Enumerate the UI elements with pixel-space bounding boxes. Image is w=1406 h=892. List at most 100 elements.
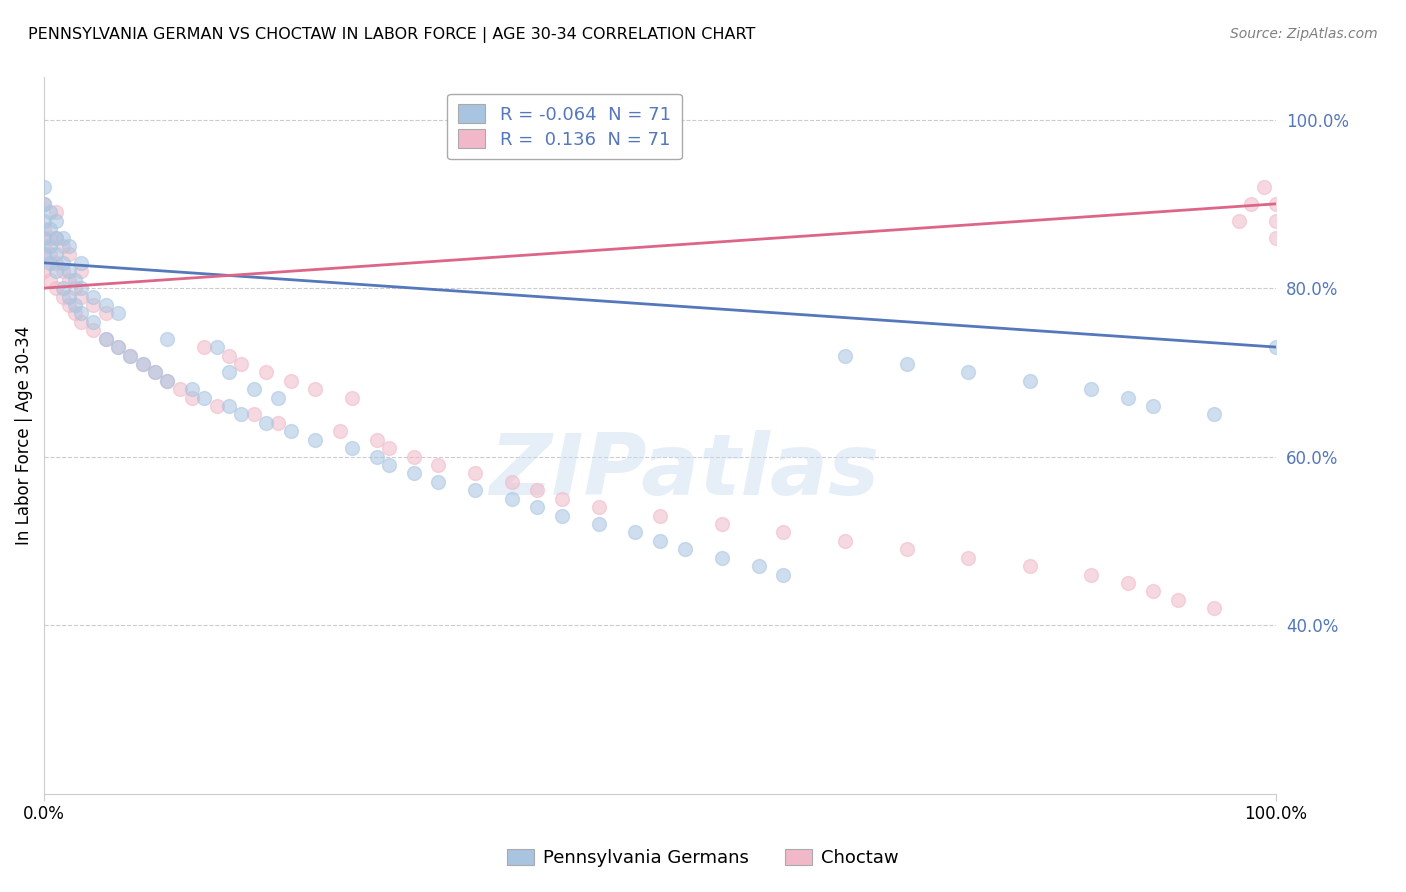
Point (156, 374, 179, 388)
Point (378, 458, 401, 472)
Point (896, 357, 918, 371)
Point (427, 458, 450, 472)
Point (501, 491, 523, 506)
Point (550, 491, 572, 506)
Point (242, 382, 264, 396)
Point (39, 230, 62, 244)
Point (32, 213, 55, 227)
Point (70, 264, 93, 278)
Point (39, 239, 62, 253)
Point (1167, 592, 1189, 607)
Point (63, 281, 86, 295)
Point (834, 349, 856, 363)
Point (70, 315, 93, 329)
Point (32, 247, 55, 261)
Point (1116, 576, 1139, 591)
Point (772, 567, 794, 582)
Point (45, 256, 67, 270)
Point (52, 230, 75, 244)
Point (63, 298, 86, 312)
Point (218, 349, 240, 363)
Point (366, 450, 388, 464)
Point (526, 500, 548, 515)
Point (82, 298, 104, 312)
Point (193, 391, 215, 405)
Point (94, 306, 117, 320)
Point (120, 349, 142, 363)
Point (63, 306, 86, 320)
Point (1018, 559, 1040, 574)
Y-axis label: In Labor Force | Age 30-34: In Labor Force | Age 30-34 (15, 326, 32, 545)
Point (32, 264, 55, 278)
Point (710, 516, 733, 531)
Point (304, 382, 326, 396)
Point (896, 542, 918, 557)
Point (218, 365, 240, 379)
Point (52, 281, 75, 295)
Point (52, 239, 75, 253)
Point (58, 273, 80, 287)
Point (366, 433, 388, 447)
Point (169, 382, 191, 396)
Point (52, 289, 75, 303)
Point (70, 256, 93, 270)
Point (1116, 391, 1139, 405)
Point (588, 500, 610, 515)
Point (32, 197, 55, 211)
Point (957, 550, 980, 565)
Point (45, 281, 67, 295)
Point (156, 332, 179, 346)
Point (143, 365, 166, 379)
Point (526, 483, 548, 498)
Point (280, 425, 302, 439)
Point (1204, 601, 1226, 615)
Point (45, 230, 67, 244)
Point (1253, 180, 1275, 194)
Point (464, 483, 486, 498)
Point (32, 239, 55, 253)
Point (32, 197, 55, 211)
Point (624, 525, 647, 540)
Point (45, 205, 67, 219)
Point (1227, 213, 1250, 227)
Point (82, 323, 104, 337)
Point (205, 399, 228, 413)
Point (340, 391, 363, 405)
Legend: R = -0.064  N = 71, R =  0.136  N = 71: R = -0.064 N = 71, R = 0.136 N = 71 (447, 94, 682, 160)
Point (304, 433, 326, 447)
Point (254, 416, 277, 430)
Point (39, 205, 62, 219)
Point (82, 289, 104, 303)
Point (107, 340, 129, 354)
Point (1265, 230, 1288, 244)
Point (1265, 197, 1288, 211)
Point (1204, 408, 1226, 422)
Point (1142, 584, 1164, 599)
Point (39, 222, 62, 236)
Point (32, 230, 55, 244)
Point (39, 273, 62, 287)
Point (588, 516, 610, 531)
Text: Source: ZipAtlas.com: Source: ZipAtlas.com (1230, 27, 1378, 41)
Point (231, 408, 253, 422)
Point (58, 298, 80, 312)
Point (1265, 340, 1288, 354)
Point (45, 213, 67, 227)
Point (58, 264, 80, 278)
Point (648, 508, 671, 523)
Point (267, 391, 290, 405)
Point (748, 559, 770, 574)
Point (94, 332, 117, 346)
Point (94, 332, 117, 346)
Point (32, 180, 55, 194)
Point (501, 475, 523, 489)
Point (340, 441, 363, 455)
Point (107, 306, 129, 320)
Point (218, 399, 240, 413)
Point (45, 230, 67, 244)
Point (70, 306, 93, 320)
Point (120, 349, 142, 363)
Point (82, 315, 104, 329)
Point (550, 508, 572, 523)
Text: ZIPatlas: ZIPatlas (489, 430, 880, 513)
